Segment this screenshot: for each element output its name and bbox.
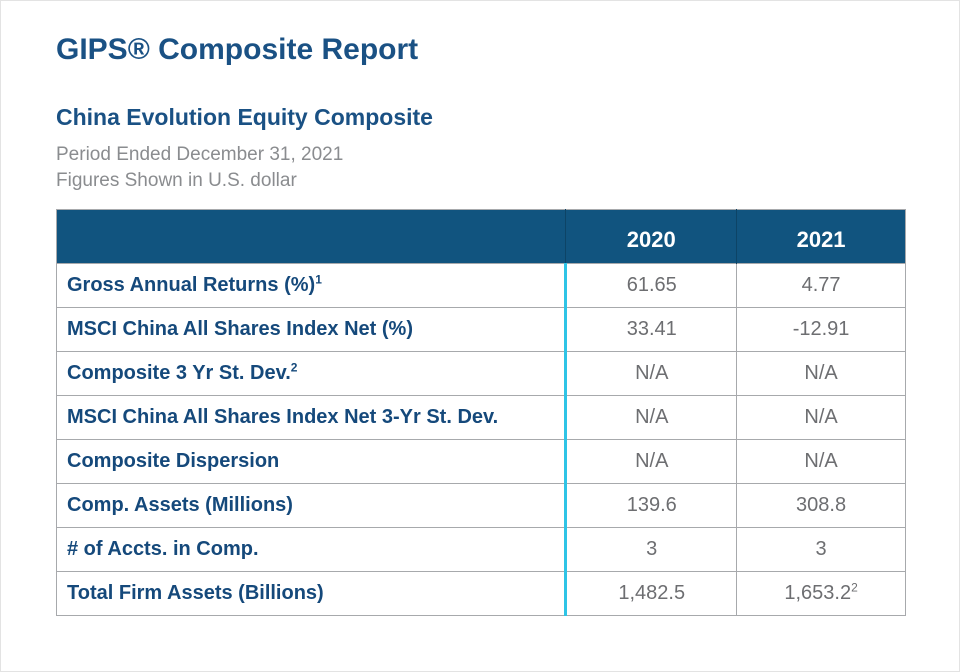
period-ended-text: Period Ended December 31, 2021 [56, 144, 344, 165]
cell-value: N/A [565, 439, 737, 484]
table-row: Comp. Assets (Millions) 139.6 308.8 [56, 483, 906, 528]
footnote-superscript: 1 [315, 272, 322, 287]
table-row: Gross Annual Returns (%)1 61.65 4.77 [56, 263, 906, 308]
cell-value: N/A [736, 351, 906, 396]
cell-value: N/A [736, 395, 906, 440]
composite-data-table: 2020 2021 Gross Annual Returns (%)1 61.65… [56, 209, 906, 616]
table-row: MSCI China All Shares Index Net (%) 33.41… [56, 307, 906, 352]
row-label: MSCI China All Shares Index Net 3-Yr St.… [56, 395, 568, 440]
page-title: GIPS® Composite Report [56, 33, 419, 66]
footnote-superscript: 2 [851, 580, 858, 595]
row-label: Comp. Assets (Millions) [56, 483, 568, 528]
row-label: Composite Dispersion [56, 439, 568, 484]
table-row: MSCI China All Shares Index Net 3-Yr St.… [56, 395, 906, 440]
row-label: # of Accts. in Comp. [56, 527, 568, 572]
cell-value: N/A [565, 395, 737, 440]
cell-value: N/A [565, 351, 737, 396]
row-label: Composite 3 Yr St. Dev.2 [56, 351, 568, 396]
cell-value: -12.91 [736, 307, 906, 352]
row-label: Total Firm Assets (Billions) [56, 571, 568, 616]
cell-value: 308.8 [736, 483, 906, 528]
table-header-row: 2020 2021 [56, 209, 906, 264]
cell-value: 3 [736, 527, 906, 572]
table-row: Composite Dispersion N/A N/A [56, 439, 906, 484]
cell-value: 33.41 [565, 307, 737, 352]
column-header-2021: 2021 [736, 209, 906, 264]
cell-value: 3 [565, 527, 737, 572]
table-row: # of Accts. in Comp. 3 3 [56, 527, 906, 572]
header-spacer-cell [56, 209, 566, 264]
table-body: Gross Annual Returns (%)1 61.65 4.77 MSCI C… [56, 263, 906, 616]
cell-value: 1,653.22 [736, 571, 906, 616]
row-label: Gross Annual Returns (%)1 [56, 263, 568, 308]
composite-name: China Evolution Equity Composite [56, 104, 433, 130]
cell-value: 61.65 [565, 263, 737, 308]
currency-note-text: Figures Shown in U.S. dollar [56, 170, 297, 191]
cell-value: 1,482.5 [565, 571, 737, 616]
footnote-superscript: 2 [290, 360, 298, 375]
column-header-2020: 2020 [565, 209, 737, 264]
cell-value: 4.77 [736, 263, 906, 308]
cell-value: N/A [736, 439, 906, 484]
table-row: Total Firm Assets (Billions) 1,482.5 1,653… [56, 571, 906, 616]
row-label: MSCI China All Shares Index Net (%) [56, 307, 568, 352]
cell-value: 139.6 [565, 483, 737, 528]
table-row: Composite 3 Yr St. Dev.2 N/A N/A [56, 351, 906, 396]
